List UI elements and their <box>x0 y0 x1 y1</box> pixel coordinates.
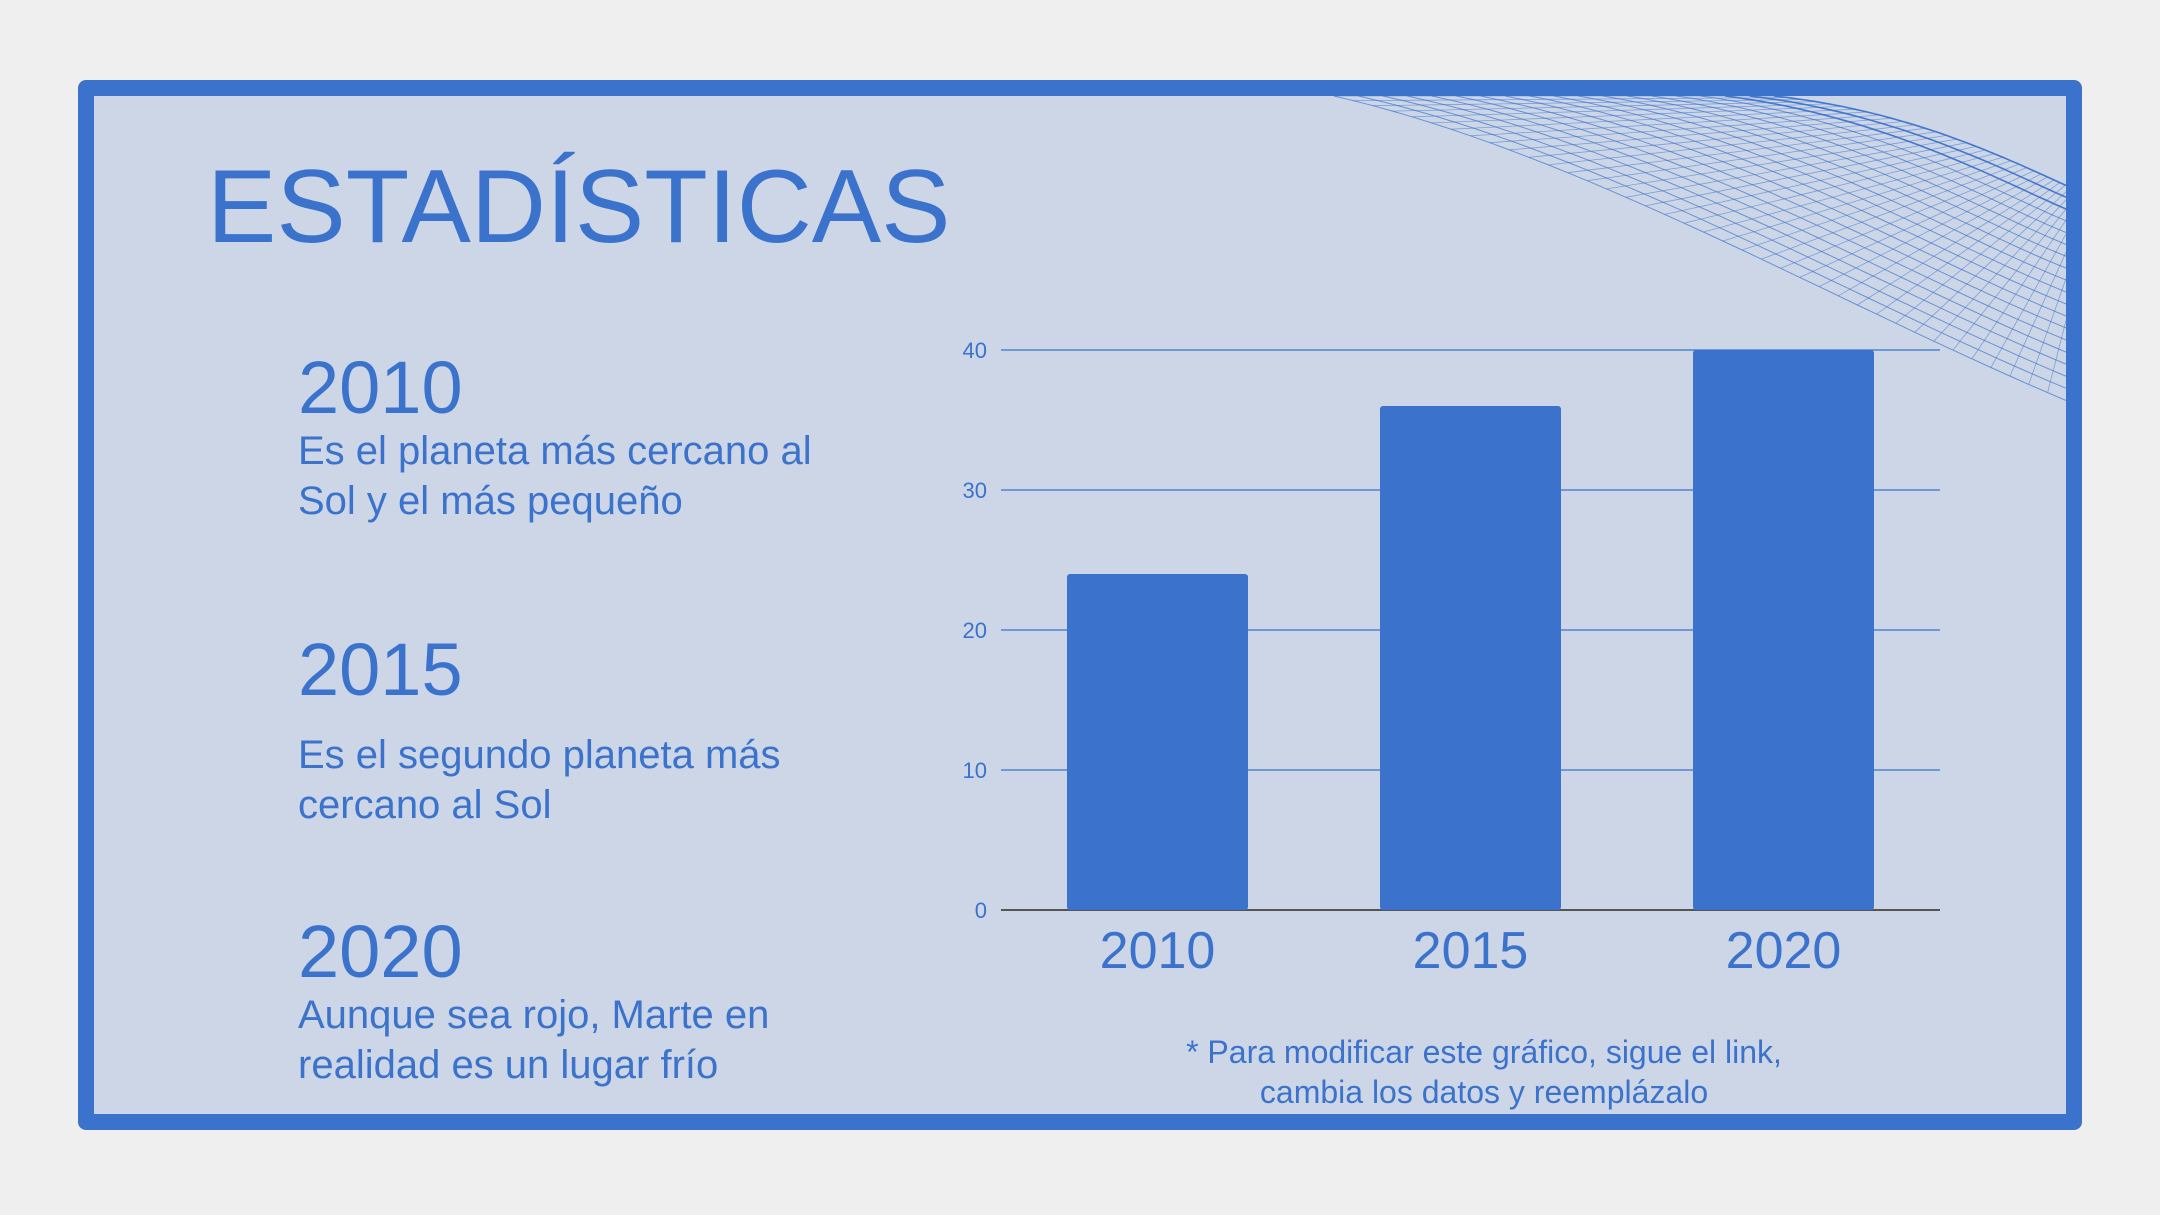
footnote-line-2: cambia los datos y reemplázalo <box>1259 1074 1709 1110</box>
bar-2015 <box>1380 406 1561 910</box>
entry-text: Es el segundo planeta más cercano al Sol <box>298 733 781 827</box>
bar-2010 <box>1067 574 1248 910</box>
page-title: ESTADÍSTICAS <box>207 149 951 265</box>
entry-year: 2020 <box>298 910 463 993</box>
chart-footnote: * Para modificar este gráfico, sigue el … <box>1114 1032 1854 1112</box>
entry-2015: 2015 Es el segundo planeta más cercano a… <box>298 632 858 830</box>
y-tick-label: 40 <box>963 338 987 363</box>
footnote-line-1: * Para modificar este gráfico, sigue el … <box>1186 1034 1782 1070</box>
entry-text: Aunque sea rojo, Marte en realidad es un… <box>298 993 770 1087</box>
bar-2020 <box>1693 350 1874 910</box>
x-tick-label: 2010 <box>1100 922 1216 980</box>
entry-year: 2015 <box>298 628 463 711</box>
y-tick-label: 10 <box>963 758 987 783</box>
entry-2010: 2010 Es el planeta más cercano al Sol y … <box>298 350 858 526</box>
entry-2020: 2020 Aunque sea rojo, Marte en realidad … <box>298 914 858 1090</box>
y-tick-label: 0 <box>975 898 987 923</box>
entry-text: Es el planeta más cercano al Sol y el má… <box>298 429 812 523</box>
entry-year: 2010 <box>298 346 463 429</box>
x-tick-label: 2015 <box>1413 922 1529 980</box>
y-tick-label: 30 <box>963 478 987 503</box>
slide: ESTADÍSTICAS 2010 Es el planeta más cerc… <box>78 80 2082 1130</box>
y-tick-label: 20 <box>963 618 987 643</box>
x-tick-label: 2020 <box>1726 922 1842 980</box>
bar-chart: 0 10 20 30 40 2010 2015 2020 <box>963 338 1940 980</box>
